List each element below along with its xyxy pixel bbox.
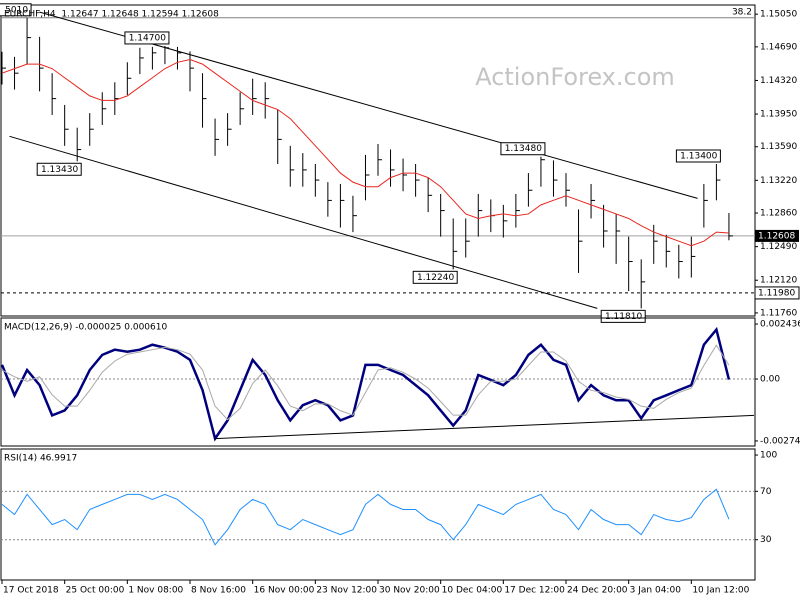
annotation-label: 1.13480	[505, 144, 542, 154]
indicator-line	[0, 326, 731, 442]
panel-frame	[0, 4, 756, 317]
price-box	[754, 286, 800, 300]
x-tick-label: 16 Nov 00:00	[254, 586, 315, 596]
price-label: 1.12608	[758, 231, 795, 241]
x-tick-label: 3 Jan 04:00	[630, 586, 682, 596]
y-tick-label: 1.14320	[760, 76, 797, 86]
y-tick-label: 1.12120	[760, 276, 797, 286]
x-tick-label: 17 Oct 2018	[3, 586, 59, 596]
annotation-label: 1.13400	[680, 151, 717, 161]
y-tick-label: 30	[760, 535, 772, 545]
x-tick-label: 1 Nov 08:00	[128, 586, 183, 596]
trend-line	[215, 414, 755, 440]
y-tick-label: 1.13590	[760, 142, 797, 152]
x-tick-label: 17 Dec 12:00	[504, 586, 565, 596]
panel-title: RSI(14) 46.9917	[4, 454, 77, 464]
annotation-box	[412, 270, 458, 284]
annotation-box	[124, 31, 170, 45]
panel-frame	[0, 317, 756, 447]
indicator-line	[1, 344, 730, 421]
price-label: 1.11980	[758, 288, 795, 298]
annotation-box	[0, 3, 32, 17]
watermark: ActionForex.com	[475, 63, 675, 91]
x-tick-label: 10 Jan 12:00	[692, 586, 749, 596]
y-tick-label: 1.15050	[760, 10, 797, 20]
x-tick-label: 25 Oct 00:00	[66, 586, 125, 596]
annotation-box	[675, 149, 721, 163]
y-tick-label: 1.13950	[760, 110, 797, 120]
annotation-label: 1.12240	[417, 273, 454, 283]
panel-title: EURCHF,H4 1.12647 1.12648 1.12594 1.1260…	[4, 10, 219, 20]
annotation-label: 1.11810	[605, 312, 642, 322]
y-tick-label: 1.12860	[760, 209, 797, 219]
x-tick-label: 8 Nov 16:00	[191, 586, 246, 596]
annotation-label: 1.13430	[41, 165, 78, 175]
annotation-label: 1.14700	[129, 33, 166, 43]
annotation-box	[500, 142, 546, 156]
fib-label: 38.2	[732, 7, 752, 17]
annotation-box	[36, 162, 82, 176]
y-tick-label: 70	[760, 487, 772, 497]
y-tick-label: -0.002742	[760, 436, 800, 446]
annotation-label: 5010	[5, 5, 28, 15]
y-tick-label: 1.11760	[760, 308, 797, 318]
x-tick-label: 10 Dec 04:00	[442, 586, 503, 596]
moving-average	[1, 59, 729, 247]
x-tick-label: 24 Dec 20:00	[567, 586, 628, 596]
price-box	[755, 229, 799, 242]
panel-title: MACD(12,26,9) -0.000025 0.000610	[4, 323, 167, 333]
y-tick-label: 0.00	[760, 375, 780, 385]
y-tick-label: 0.002436	[760, 320, 800, 330]
indicator-line	[1, 488, 730, 546]
y-tick-label: 1.14690	[760, 42, 797, 52]
x-tick-label: 30 Nov 20:00	[379, 586, 440, 596]
y-tick-label: 100	[760, 451, 777, 461]
trend-line	[9, 135, 598, 309]
y-tick-label: 1.13220	[760, 176, 797, 186]
y-tick-label: 1.12490	[760, 242, 797, 252]
x-tick-label: 23 Nov 12:00	[316, 586, 377, 596]
annotation-box	[600, 309, 646, 323]
